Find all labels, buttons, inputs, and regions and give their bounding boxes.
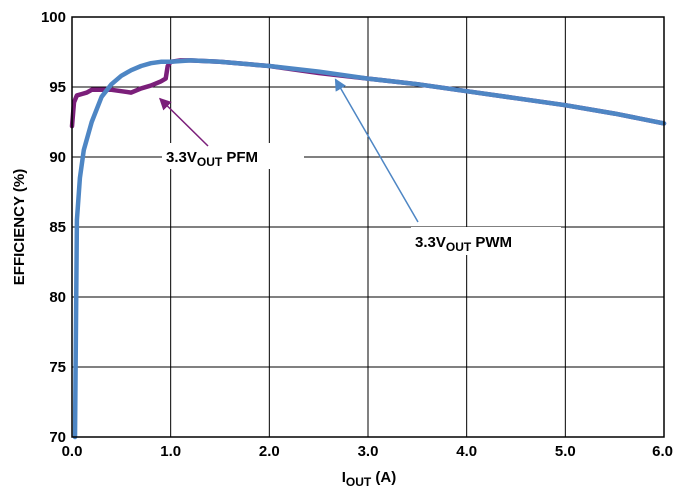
pwm-annotation-label: 3.3VOUT PWM: [415, 234, 512, 254]
x-tick-label: 0.0: [62, 443, 83, 460]
pfm-label-bg: [162, 143, 304, 169]
y-tick-label: 80: [49, 289, 66, 306]
pwm-arrow: [334, 78, 419, 223]
plot-frame: [71, 16, 665, 438]
x-tick-label: 2.0: [259, 443, 280, 460]
series-group: [69, 58, 667, 440]
x-tick-label: 1.0: [160, 443, 181, 460]
pfm-arrow: [159, 97, 209, 147]
pwm-label-bg: [411, 227, 561, 255]
y-tick-label: 100: [41, 9, 66, 26]
x-axis-label-suffix: (A): [371, 469, 396, 486]
y-tick-labels: 70 75 80 85 90 95 100: [41, 9, 66, 446]
x-tick-labels: 0.0 1.0 2.0 3.0 4.0 5.0 6.0: [62, 443, 673, 460]
y-tick-label: 85: [49, 219, 66, 236]
x-axis-label-main: I: [342, 469, 346, 486]
annotation-group: 3.3VOUT PFM 3.3VOUT PWM: [159, 78, 561, 255]
x-tick-label: 5.0: [555, 443, 576, 460]
y-tick-label: 95: [49, 79, 66, 96]
pfm-annotation-label: 3.3VOUT PFM: [166, 149, 258, 169]
series-line-pwm: [72, 58, 667, 440]
y-tick-label: 70: [49, 429, 66, 446]
y-tick-label: 90: [49, 149, 66, 166]
x-axis-label-sub: OUT: [346, 475, 372, 489]
x-tick-label: 3.0: [358, 443, 379, 460]
x-tick-label: 4.0: [456, 443, 477, 460]
x-axis-label: IOUT (A): [342, 469, 397, 489]
y-axis-label: EFFICIENCY (%): [11, 169, 28, 285]
x-tick-label: 6.0: [652, 443, 673, 460]
y-tick-label: 75: [49, 359, 66, 376]
